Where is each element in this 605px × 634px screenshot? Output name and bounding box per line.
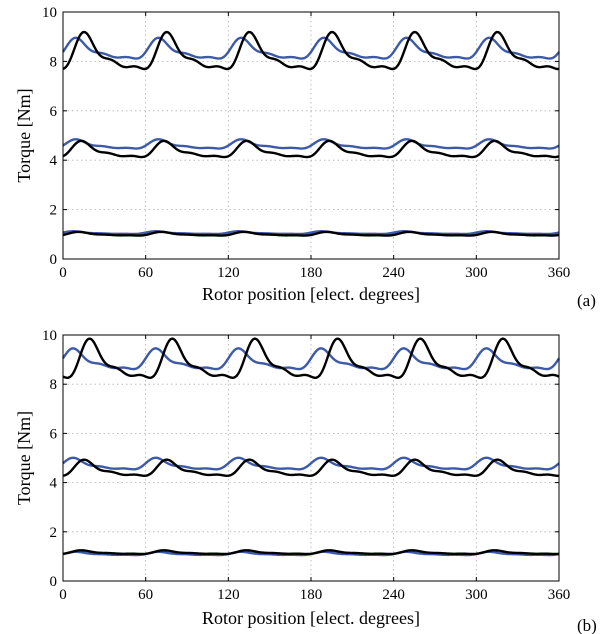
y-tick-label: 8: [50, 377, 58, 393]
series-line-measured: [62, 337, 560, 379]
x-tick-label: 60: [138, 587, 153, 603]
x-tick-label: 300: [465, 265, 488, 281]
series-line-measured: [62, 30, 560, 71]
y-tick-label: 10: [42, 328, 57, 344]
y-tick-label: 0: [50, 574, 58, 590]
x-tick-label: 120: [217, 265, 240, 281]
y-tick-label: 10: [42, 5, 57, 21]
series-line-simulated: [62, 36, 560, 60]
y-tick-label: 4: [50, 476, 58, 492]
y-tick-label: 8: [50, 54, 58, 70]
chart-panel-a: 0 60 120 180 240 300 360 0 2 4 6 8 10 Rotor position …: [14, 5, 596, 310]
panel-label: (a): [577, 291, 596, 310]
series-line-measured: [62, 230, 560, 237]
x-tick-label: 240: [382, 587, 405, 603]
x-tick-label: 240: [382, 265, 405, 281]
x-tick-label: 300: [465, 587, 488, 603]
x-tick-label: 60: [138, 265, 153, 281]
panel-label: (b): [577, 616, 597, 634]
x-tick-label: 360: [548, 587, 571, 603]
y-tick-label: 2: [50, 203, 58, 219]
series-line-simulated: [62, 456, 560, 471]
x-axis-label: Rotor position [elect. degrees]: [202, 608, 420, 628]
x-tick-label: 0: [59, 265, 67, 281]
series-line-measured: [62, 549, 560, 556]
y-tick-label: 2: [50, 525, 58, 541]
y-axis-label: Torque [Nm]: [14, 88, 34, 182]
y-tick-label: 6: [50, 104, 58, 120]
x-tick-label: 360: [548, 265, 571, 281]
x-tick-label: 180: [300, 587, 323, 603]
series-line-simulated: [62, 230, 560, 236]
y-tick-label: 6: [50, 426, 58, 442]
x-tick-label: 180: [300, 265, 323, 281]
series-line-simulated: [61, 347, 561, 371]
chart-panel-b: 0 60 120 180 240 300 360 0 2 4 6 8 10 Rotor position …: [14, 328, 597, 634]
y-axis-label: Torque [Nm]: [14, 411, 34, 505]
x-axis-label: Rotor position [elect. degrees]: [202, 284, 420, 304]
y-tick-label: 4: [50, 153, 58, 169]
series-line-measured: [62, 458, 560, 477]
y-tick-label: 0: [50, 252, 58, 268]
series-line-simulated: [62, 138, 560, 150]
x-tick-label: 120: [217, 587, 240, 603]
x-tick-label: 0: [59, 587, 67, 603]
series-line-measured: [62, 139, 560, 159]
